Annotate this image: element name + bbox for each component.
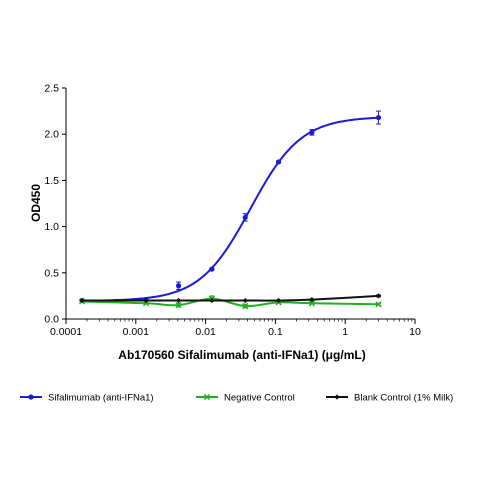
fit-curve-series-2 [82,294,379,302]
legend-swatch-marker [334,394,340,400]
x-tick-label: 1 [342,326,348,338]
legend: Sifalimumab (anti-IFNa1) Negative Control… [20,393,453,404]
x-marker-stroke [375,301,382,308]
data-point-series-2 [143,297,149,304]
y-tick-label: 1.5 [44,175,59,187]
data-point-series-0 [242,214,248,220]
data-point-series-0 [375,114,382,121]
x-marker-stroke [308,300,315,307]
data-point-series-0 [309,129,315,135]
x-tick-label: 0.0001 [50,326,82,338]
data-point-series-1 [242,302,249,310]
x-marker-stroke [175,302,182,309]
data-point-series-1 [142,300,150,307]
y-tick-label: 0.5 [44,267,59,279]
data-point-series-0 [209,266,215,272]
y-tick-label: 2.5 [44,83,59,95]
x-tick-label: 0.001 [123,326,149,338]
data-points [78,110,382,310]
fit-curves [82,116,379,308]
fit-curve-series-0 [82,116,379,302]
y-tick-label: 1.0 [44,221,59,233]
legend-item-series-1: Negative Control [196,393,295,404]
y-axis-title: OD450 [29,184,43,222]
x-marker-stroke [203,393,211,401]
data-point-series-2 [375,293,382,299]
legend-label: Blank Control (1% Milk) [354,393,453,404]
legend-swatch-marker [203,393,211,401]
data-point-series-0 [175,283,182,289]
data-point-series-1 [375,301,382,308]
legend-swatch-marker [28,394,34,400]
x-marker-stroke [142,300,150,307]
data-point-series-0 [275,159,282,165]
x-axis-title: Ab170560 Sifalimumab (anti-IFNa1) (μg/mL… [118,348,365,362]
legend-label: Sifalimumab (anti-IFNa1) [48,393,154,404]
legend-label: Negative Control [224,393,295,404]
data-point-series-2 [242,297,248,304]
data-point-series-1 [308,300,315,307]
data-point-series-2 [209,297,215,304]
axes: 0.0 0.5 1.0 1.5 2.0 2.5 0.0001 0.001 0.01 0.1 1 10 [44,83,421,339]
y-tick-label: 2.0 [44,129,59,141]
data-point-series-1 [175,302,182,309]
data-point-series-2 [309,296,315,303]
y-tick-label: 0.0 [44,314,59,326]
legend-item-series-0: Sifalimumab (anti-IFNa1) [20,393,154,404]
x-tick-label: 10 [409,326,421,338]
data-point-series-2 [79,297,85,304]
x-tick-label: 0.01 [195,326,216,338]
data-point-series-2 [275,297,282,304]
legend-item-series-2: Blank Control (1% Milk) [326,393,453,404]
data-point-series-2 [175,297,182,304]
x-tick-label: 0.1 [268,326,283,338]
x-marker-stroke [242,302,249,310]
